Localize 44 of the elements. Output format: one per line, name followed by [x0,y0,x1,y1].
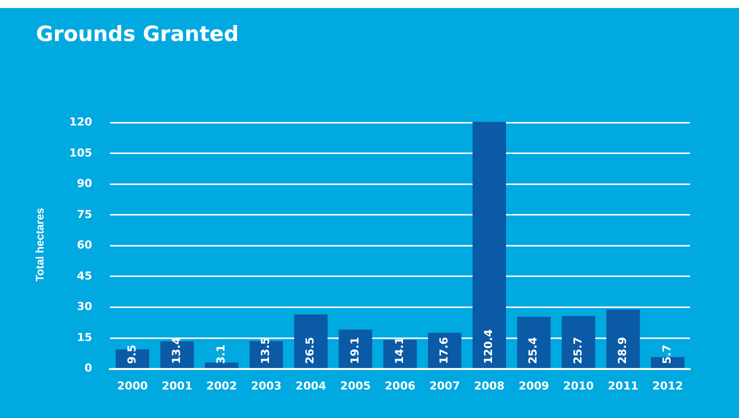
y-tick-label: 90 [76,177,93,190]
x-tick-label: 2007 [429,379,460,392]
y-axis-title: Total hectares [34,208,47,282]
bar [250,341,283,368]
data-label: 19.1 [348,336,362,364]
bar [606,310,640,368]
x-tick-label: 2000 [117,379,148,392]
x-tick-label: 2004 [296,379,327,392]
bar [517,316,551,368]
x-tick-label: 2002 [206,379,237,392]
data-label: 25.7 [571,336,584,364]
x-tick-label: 2011 [608,379,638,392]
bar [562,316,596,368]
chart-title: Grounds Granted [36,22,239,46]
bar [472,122,506,368]
y-tick-label: 60 [76,238,93,252]
data-label: 9.5 [125,344,138,364]
x-tick-label: 2003 [250,379,282,392]
x-tick-label: 2001 [162,379,192,392]
x-tick-label: 2005 [340,379,371,392]
data-label: 3.1 [214,344,228,364]
y-tick-label: 0 [84,362,93,375]
y-tick-label: 45 [76,269,92,282]
bar [338,330,372,368]
data-label: 5.7 [660,344,674,364]
y-tick-label: 15 [76,330,92,344]
data-label: 17.6 [438,336,451,364]
data-label: 28.9 [616,336,629,364]
data-label: 26.5 [304,336,317,364]
x-tick-label: 2012 [652,379,684,392]
data-label: 120.4 [482,328,496,364]
bar [294,314,328,368]
y-tick-label: 105 [69,146,92,160]
data-label: 14.1 [392,336,406,364]
x-tick-label: 2010 [563,379,594,392]
x-tick-label: 2009 [518,379,550,392]
y-tick-label: 30 [76,300,93,314]
x-tick-label: 2006 [384,379,416,392]
x-tick-label: 2008 [474,379,505,392]
bar [204,362,238,368]
y-tick-label: 120 [69,116,92,129]
bar [428,332,462,368]
data-label: 25.4 [526,336,540,364]
y-tick-label: 75 [76,208,92,221]
